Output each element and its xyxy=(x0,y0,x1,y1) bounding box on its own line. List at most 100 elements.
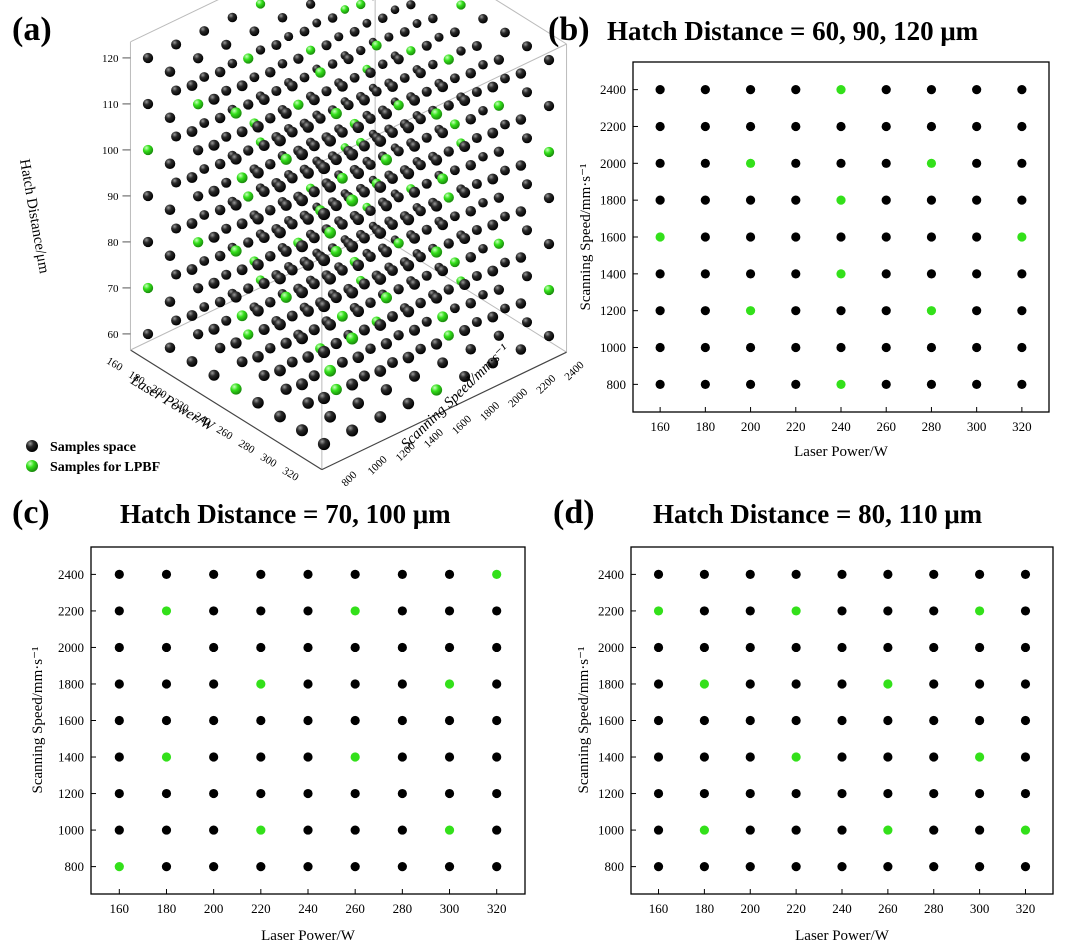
sample-space-point xyxy=(1020,606,1031,616)
sample-space-point-3d xyxy=(358,94,370,106)
sample-space-point-3d xyxy=(208,231,220,243)
sample-space-point-3d xyxy=(493,284,505,295)
sample-space-point-3d xyxy=(515,160,527,171)
sample-space-point xyxy=(975,679,985,689)
sample-space-point-3d xyxy=(186,80,198,91)
sample-space-point xyxy=(397,788,407,799)
sample-space-point-3d xyxy=(214,296,226,308)
lpbf-sample-point-3d xyxy=(280,291,292,303)
sample-space-point-3d xyxy=(330,199,342,212)
sample-space-point-3d xyxy=(352,397,365,410)
sample-space-point-3d xyxy=(521,317,533,328)
sample-space-point xyxy=(256,606,266,616)
sample-space-point xyxy=(1017,379,1027,389)
sample-space-point-3d xyxy=(199,256,210,266)
sample-space-point xyxy=(837,569,847,579)
panel-d-title: Hatch Distance = 80, 110 μm xyxy=(653,499,983,529)
sample-space-point xyxy=(161,788,172,799)
x-tick-label: 320 xyxy=(280,465,301,484)
box-edge xyxy=(130,349,323,471)
x-tick-label: 160 xyxy=(650,419,670,434)
sample-space-point-3d xyxy=(280,245,292,257)
sample-space-point-3d xyxy=(471,224,482,236)
sample-space-point xyxy=(837,825,847,835)
sample-space-point-3d xyxy=(393,192,404,203)
sample-space-point-3d xyxy=(437,127,449,139)
panel-d-plot: 160 180 200 220 240 260 280 300 320 800 1000 1200 14… xyxy=(576,546,1054,944)
lpbf-sample-point-3d xyxy=(336,172,348,184)
sample-space-point-3d xyxy=(515,344,527,355)
sample-space-point-3d xyxy=(478,13,488,24)
y-tick-label: 1400 xyxy=(598,750,624,765)
sample-space-point xyxy=(303,752,313,762)
sample-space-point-3d xyxy=(221,39,232,50)
lpbf-sample-point xyxy=(883,825,893,835)
sample-space-point xyxy=(1020,679,1031,689)
sample-space-point-3d xyxy=(465,251,477,263)
sample-space-point-3d xyxy=(274,410,286,423)
x-tick-label: 200 xyxy=(741,901,761,916)
sample-space-point xyxy=(397,679,407,689)
sample-space-point-3d xyxy=(459,370,471,383)
sample-space-point-3d xyxy=(500,119,510,130)
sample-space-point xyxy=(492,606,502,616)
sample-space-point xyxy=(975,569,985,579)
sample-space-point xyxy=(700,306,710,316)
sample-space-point-3d xyxy=(327,13,338,23)
sample-space-point xyxy=(655,158,665,168)
y-tick-label: 2200 xyxy=(600,119,626,134)
lpbf-sample-point xyxy=(745,158,756,168)
sample-space-point-3d xyxy=(437,357,449,369)
sample-space-point-3d xyxy=(317,207,331,221)
sample-space-point xyxy=(926,121,937,132)
sample-space-point xyxy=(837,862,847,872)
y-tick-label: 800 xyxy=(605,859,625,874)
sample-space-point-3d xyxy=(236,126,248,138)
sample-space-point-3d xyxy=(430,292,443,304)
sample-space-point-3d xyxy=(305,0,316,9)
sample-space-point xyxy=(1020,862,1031,872)
sample-space-point xyxy=(397,715,407,726)
sample-space-point xyxy=(114,788,124,799)
sample-space-point xyxy=(926,342,937,353)
sample-space-point xyxy=(972,269,982,279)
legend-samples-space-marker xyxy=(26,440,38,452)
lpbf-sample-point-3d xyxy=(305,45,316,55)
x-tick-label: 240 xyxy=(298,901,318,916)
sample-space-point-3d xyxy=(515,114,527,125)
lpbf-sample-point xyxy=(653,606,664,616)
sample-space-point-3d xyxy=(465,67,477,79)
sample-space-point xyxy=(161,569,172,579)
sample-space-point xyxy=(444,606,455,616)
sample-space-point-3d xyxy=(258,139,270,152)
panel-a-axes-box xyxy=(129,0,568,471)
sample-space-point-3d xyxy=(274,364,286,377)
sample-space-point xyxy=(209,788,219,799)
sample-space-point-3d xyxy=(437,265,449,277)
sample-space-point-3d xyxy=(208,323,220,335)
sample-space-point-3d xyxy=(214,66,226,78)
panel-c-chart: (c) Hatch Distance = 70, 100 μm 160 180 20… xyxy=(12,494,526,944)
sample-space-point xyxy=(745,342,756,353)
sample-space-point-3d xyxy=(296,378,308,391)
lpbf-sample-point-3d xyxy=(236,172,248,184)
lpbf-sample-point-3d xyxy=(406,46,416,56)
sample-space-point-3d xyxy=(221,269,232,280)
sample-space-point-3d xyxy=(336,356,348,368)
sample-space-point xyxy=(699,715,709,726)
sample-space-point xyxy=(256,862,266,872)
sample-space-point xyxy=(699,606,709,616)
sample-space-point xyxy=(1017,158,1027,168)
sample-space-point-3d xyxy=(308,94,320,106)
sample-space-point-3d xyxy=(543,54,555,66)
sample-space-point-3d xyxy=(264,66,276,78)
sample-space-point-3d xyxy=(252,120,264,133)
panel-a-legend: Samples space Samples for LPBF xyxy=(26,440,160,475)
sample-space-point-3d xyxy=(471,132,482,144)
lpbf-sample-point-3d xyxy=(430,246,443,258)
sample-space-point-3d xyxy=(358,278,370,290)
sample-space-point-3d xyxy=(308,278,320,290)
sample-space-point-3d xyxy=(358,232,370,244)
sample-space-point-3d xyxy=(324,410,337,423)
